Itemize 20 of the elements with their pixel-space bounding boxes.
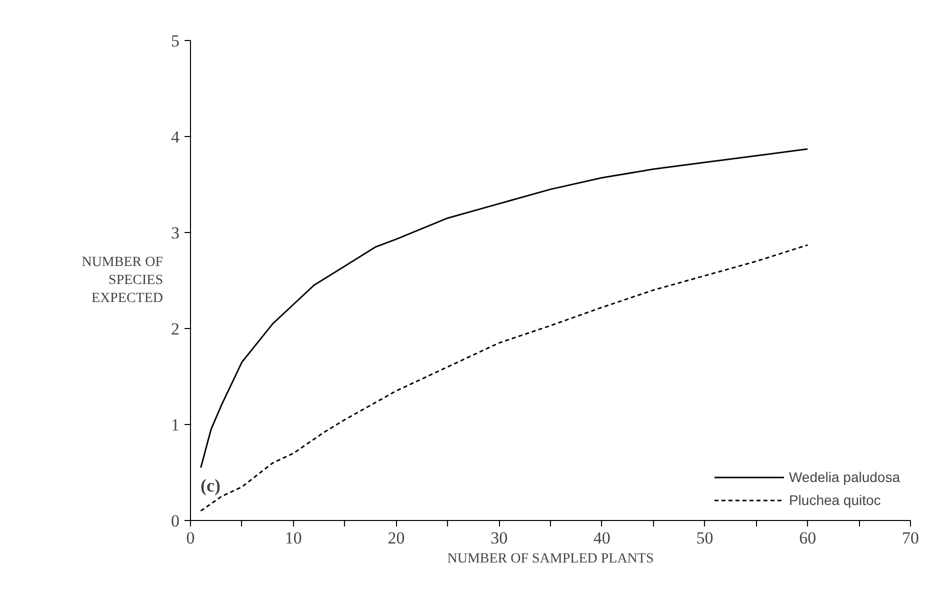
y-tick-label: 4 xyxy=(171,128,180,146)
y-axis-title: NUMBER OF SPECIES EXPECTED xyxy=(82,255,164,306)
legend-label: Wedelia paludosa xyxy=(788,469,900,485)
x-tick-label: 10 xyxy=(284,528,302,548)
x-tick-label: 40 xyxy=(593,528,610,548)
annotation: (c) xyxy=(200,476,220,496)
x-tick-label: 20 xyxy=(388,528,405,548)
line-series xyxy=(200,148,808,468)
y-tick-label: 3 xyxy=(171,224,180,242)
x-tick-label: 70 xyxy=(902,528,919,548)
x-axis-title: NUMBER OF SAMPLED PLANTS xyxy=(447,552,654,566)
x-tick-label: 0 xyxy=(186,528,195,548)
y-tick-label: 5 xyxy=(171,32,180,50)
y-tick-label: 2 xyxy=(171,320,180,338)
legend-label: Pluchea quitoc xyxy=(788,492,881,508)
x-tick-label: 60 xyxy=(799,528,816,548)
x-tick-label: 30 xyxy=(490,528,508,548)
x-tick-label: 50 xyxy=(696,528,714,548)
y-tick-label: 1 xyxy=(171,416,180,434)
y-tick-label: 0 xyxy=(171,512,180,530)
